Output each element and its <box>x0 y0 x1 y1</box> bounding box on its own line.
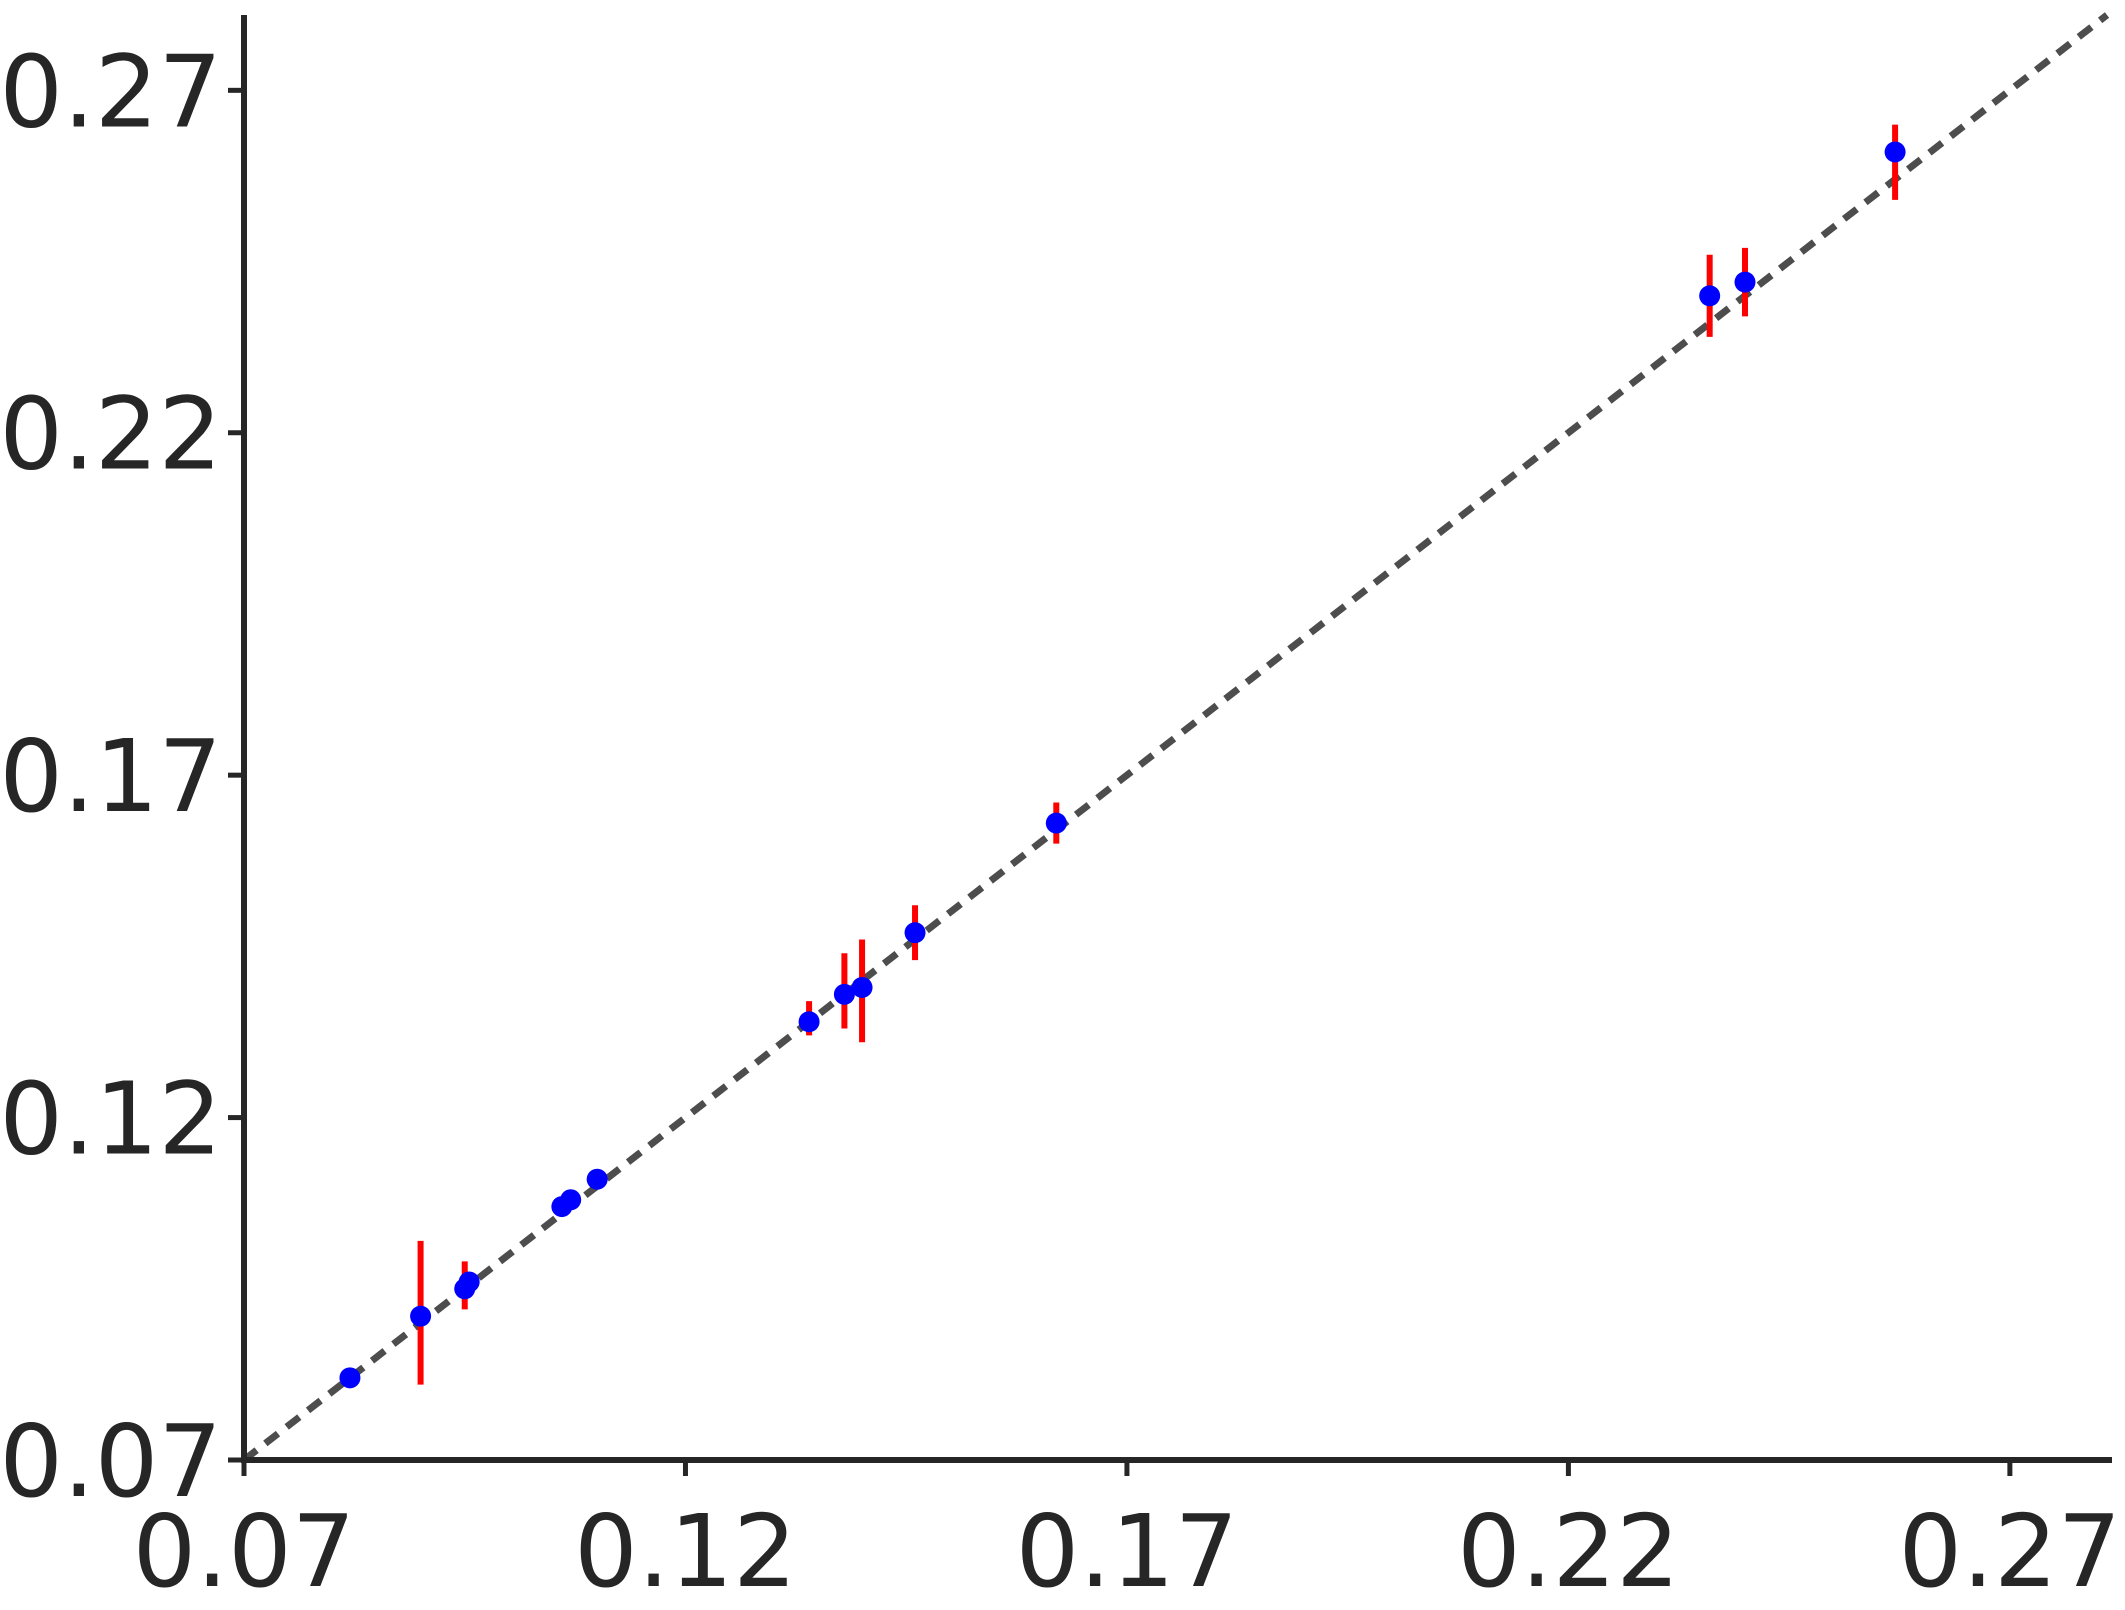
data-point-13 <box>1734 271 1756 293</box>
axis-layer <box>241 15 2112 1463</box>
y-tick-label-2: 0.17 <box>0 718 222 835</box>
reference-line <box>241 12 2110 1463</box>
data-point-9 <box>851 976 873 998</box>
x-tick-label-1: 0.12 <box>574 1493 797 1610</box>
data-point-10 <box>904 922 926 944</box>
data-point-14 <box>1884 141 1906 163</box>
data-point-12 <box>1699 285 1721 307</box>
error-bar-layer <box>417 124 1899 1385</box>
data-point-6 <box>586 1168 608 1190</box>
data-point-7 <box>798 1011 820 1033</box>
reference-line-layer <box>241 12 2110 1463</box>
y-tick-label-4: 0.27 <box>0 33 222 150</box>
y-tick-label-0: 0.07 <box>0 1403 222 1520</box>
data-point-1 <box>410 1305 432 1327</box>
x-tick-label-3: 0.22 <box>1457 1493 1680 1610</box>
data-point-8 <box>833 983 855 1005</box>
x-tick-label-2: 0.17 <box>1016 1493 1239 1610</box>
data-point-3 <box>458 1271 480 1293</box>
x-tick-label-0: 0.07 <box>133 1493 356 1610</box>
data-point-11 <box>1045 812 1067 834</box>
data-point-layer <box>339 141 1906 1389</box>
data-point-5 <box>560 1189 582 1211</box>
data-point-0 <box>339 1367 361 1389</box>
tick-layer: 0.07 0.12 0.17 0.22 0.27 0.07 0.12 0.17 0.22 0.27 <box>0 33 2121 1610</box>
y-tick-label-3: 0.22 <box>0 376 222 493</box>
x-tick-label-4: 0.27 <box>1899 1493 2122 1610</box>
y-tick-label-1: 0.12 <box>0 1061 222 1178</box>
